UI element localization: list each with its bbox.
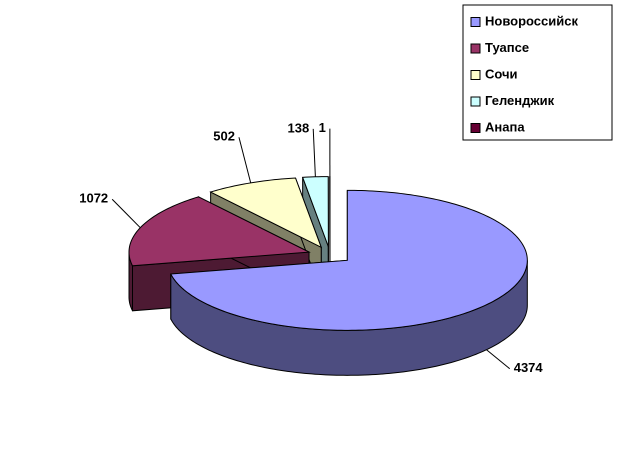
legend-label: Геленджик bbox=[485, 93, 555, 108]
data-label: 1 bbox=[319, 120, 326, 135]
legend-box bbox=[462, 4, 613, 141]
slice bbox=[128, 196, 311, 267]
legend-swatch bbox=[470, 70, 481, 80]
leader-line bbox=[486, 349, 511, 370]
legend-label: Анапа bbox=[485, 119, 525, 134]
data-label: 138 bbox=[288, 120, 310, 135]
legend-label: Сочи bbox=[485, 66, 518, 81]
legend-swatch bbox=[470, 17, 481, 27]
leader-line bbox=[111, 198, 141, 229]
slice bbox=[209, 177, 323, 249]
legend-swatch bbox=[470, 43, 481, 54]
slice bbox=[170, 189, 528, 331]
leader-line bbox=[312, 128, 316, 177]
data-label: 1072 bbox=[79, 191, 108, 206]
legend-swatch bbox=[470, 96, 481, 107]
legend-label: Туапсе bbox=[485, 40, 529, 55]
legend-swatch bbox=[470, 123, 481, 133]
legend-label: Новороссийск bbox=[485, 13, 578, 28]
data-label: 502 bbox=[213, 129, 235, 144]
leader-line bbox=[238, 137, 252, 183]
data-label: 4374 bbox=[514, 360, 544, 375]
